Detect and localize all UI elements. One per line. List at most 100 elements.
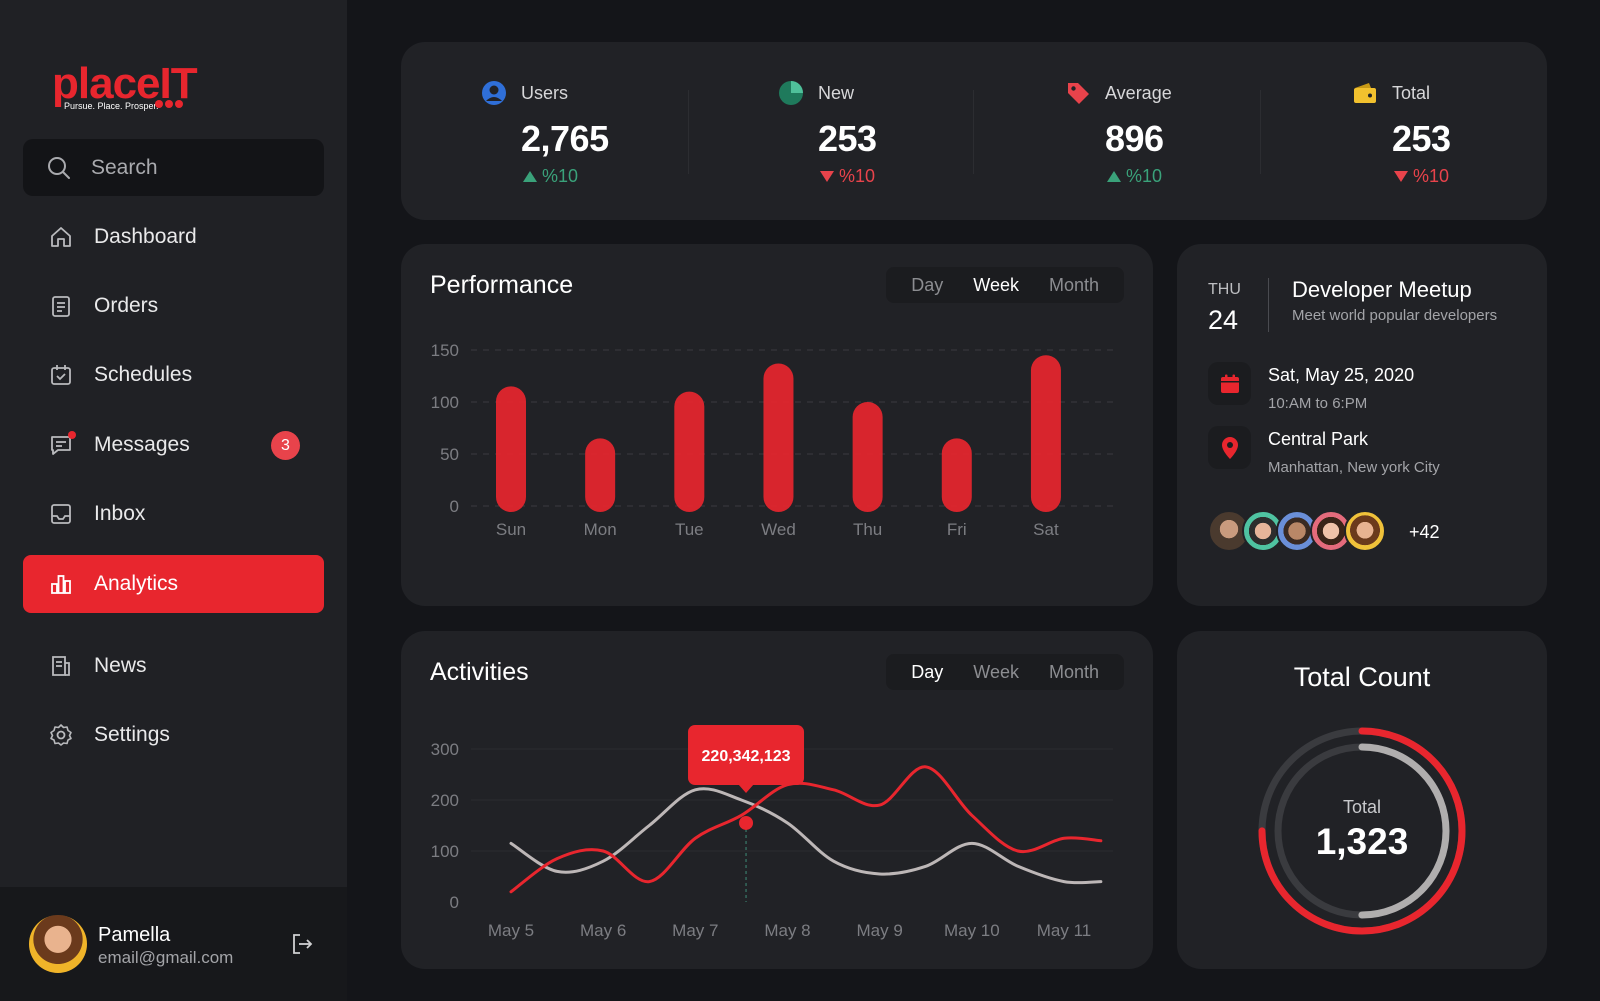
stat-average: Average 896 %10: [1065, 80, 1172, 187]
brand-logo[interactable]: placeIT Pursue. Place. Prosper.: [52, 59, 198, 112]
event-subtitle: Meet world popular developers: [1292, 307, 1498, 324]
user-name: Pamella: [98, 924, 171, 946]
nav-messages[interactable]: Messages 3: [23, 416, 324, 474]
nav-orders[interactable]: Orders: [23, 277, 324, 335]
nav-label: Messages: [94, 433, 190, 456]
activities-line-chart: 0 100 200 300 May 5 May 6 May 7 May 8 May 9 May 1…: [431, 725, 1113, 940]
x-tick-label: May 6: [580, 921, 626, 940]
x-tick-label: May 10: [944, 921, 1000, 940]
logout-icon[interactable]: [290, 932, 314, 956]
tab-month[interactable]: Month: [1048, 661, 1099, 682]
ring-progress-outer: [1258, 727, 1466, 935]
stat-label: Users: [521, 82, 569, 103]
search-input[interactable]: [91, 155, 291, 180]
stat-change: %10: [1394, 166, 1451, 187]
nav-schedules[interactable]: Schedules: [23, 346, 324, 404]
stat-label: Average: [1105, 82, 1172, 103]
brand-name: placeIT: [52, 59, 198, 108]
x-tick-label: May 8: [764, 921, 810, 940]
more-attendees[interactable]: +42: [1409, 522, 1440, 542]
stat-value: 896: [1105, 118, 1164, 159]
stat-label: New: [818, 82, 855, 103]
performance-card: Performance Day Week Month 0 50 100 150 Sun M…: [401, 244, 1153, 606]
messages-badge: 3: [271, 431, 300, 460]
bar: [674, 391, 705, 512]
event-time: 10:AM to 6:PM: [1268, 395, 1368, 412]
x-tick-label: Sun: [496, 520, 526, 539]
card-title: Total Count: [1293, 662, 1431, 692]
stat-users: Users 2,765 %10: [481, 80, 609, 187]
x-tick-label: Mon: [584, 520, 617, 539]
tab-day[interactable]: Day: [911, 274, 944, 295]
event-day-number: 24: [1208, 305, 1239, 335]
nav-label: Inbox: [94, 502, 146, 525]
nav-inbox[interactable]: Inbox: [23, 485, 324, 543]
stat-change: %10: [820, 166, 877, 187]
y-tick-label: 100: [431, 842, 459, 861]
divider: [1268, 278, 1269, 332]
trend-up-icon: [1107, 171, 1121, 182]
tooltip-box: [688, 725, 805, 785]
nav-analytics[interactable]: Analytics: [23, 555, 324, 613]
tab-week[interactable]: Week: [973, 274, 1019, 295]
user-email: email@gmail.com: [98, 948, 234, 967]
total-value: 1,323: [1315, 821, 1409, 862]
stat-value: 2,765: [521, 118, 609, 159]
user-avatar[interactable]: [29, 915, 87, 973]
tab-week[interactable]: Week: [973, 661, 1019, 682]
attendee-avatars[interactable]: [1208, 510, 1386, 552]
tag-icon: [1065, 80, 1091, 106]
x-tick-label: Thu: [853, 520, 882, 539]
bar: [852, 402, 883, 512]
activities-card: Activities Day Week Month 0 100 200 300 May …: [401, 631, 1153, 969]
total-count-ring: [1258, 727, 1466, 935]
divider: [688, 90, 689, 174]
stat-value: 253: [1392, 118, 1451, 159]
tooltip-label: 220,342,123: [702, 748, 791, 765]
x-tick-label: Sat: [1033, 520, 1059, 539]
card-title: Performance: [430, 271, 574, 299]
nav-label: Orders: [94, 294, 159, 317]
x-tick-label: May 9: [857, 921, 903, 940]
brand-tagline: Pursue. Place. Prosper.: [64, 101, 159, 111]
bar: [585, 438, 616, 512]
series-line: [509, 765, 1103, 894]
bar-chart-icon: [49, 572, 73, 596]
series-line: [509, 787, 1103, 885]
x-tick-label: May 11: [1037, 921, 1092, 940]
user-icon: [481, 80, 507, 106]
nav-label: Analytics: [94, 572, 179, 595]
x-tick-label: May 5: [488, 921, 534, 940]
message-icon: [49, 431, 76, 457]
wallet-icon: [1352, 80, 1378, 106]
y-tick-label: 200: [431, 791, 459, 810]
event-location-row: Central Park Manhattan, New york City: [1208, 426, 1440, 476]
nav-dashboard[interactable]: Dashboard: [23, 208, 324, 266]
y-tick-label: 0: [450, 893, 459, 912]
tooltip-pointer: [738, 784, 755, 793]
tab-day[interactable]: Day: [911, 661, 944, 682]
event-place: Central Park: [1268, 429, 1369, 449]
attendee-avatar: [1344, 510, 1386, 552]
stat-change: %10: [523, 166, 609, 187]
nav-settings[interactable]: Settings: [23, 706, 324, 764]
event-weekday: THU: [1208, 281, 1241, 298]
user-panel: Pamella email@gmail.com: [0, 887, 347, 1001]
y-tick-label: 300: [431, 740, 459, 759]
bar: [763, 363, 794, 512]
tab-month[interactable]: Month: [1048, 274, 1099, 295]
clipboard-icon: [49, 294, 73, 318]
search-box[interactable]: [23, 139, 324, 196]
nav-news[interactable]: News: [23, 637, 324, 695]
nav-label: Schedules: [94, 363, 193, 386]
event-date: Sat, May 25, 2020: [1268, 365, 1415, 385]
home-icon: [49, 225, 73, 249]
stat-label: Total: [1392, 82, 1431, 103]
stat-value: 253: [818, 118, 877, 159]
x-tick-label: Tue: [675, 520, 704, 539]
divider: [973, 90, 974, 174]
x-tick-label: May 7: [672, 921, 718, 940]
meetup-card: THU 24 Developer Meetup Meet world popul…: [1177, 244, 1547, 606]
bar: [941, 438, 972, 512]
event-address: Manhattan, New york City: [1268, 459, 1440, 476]
